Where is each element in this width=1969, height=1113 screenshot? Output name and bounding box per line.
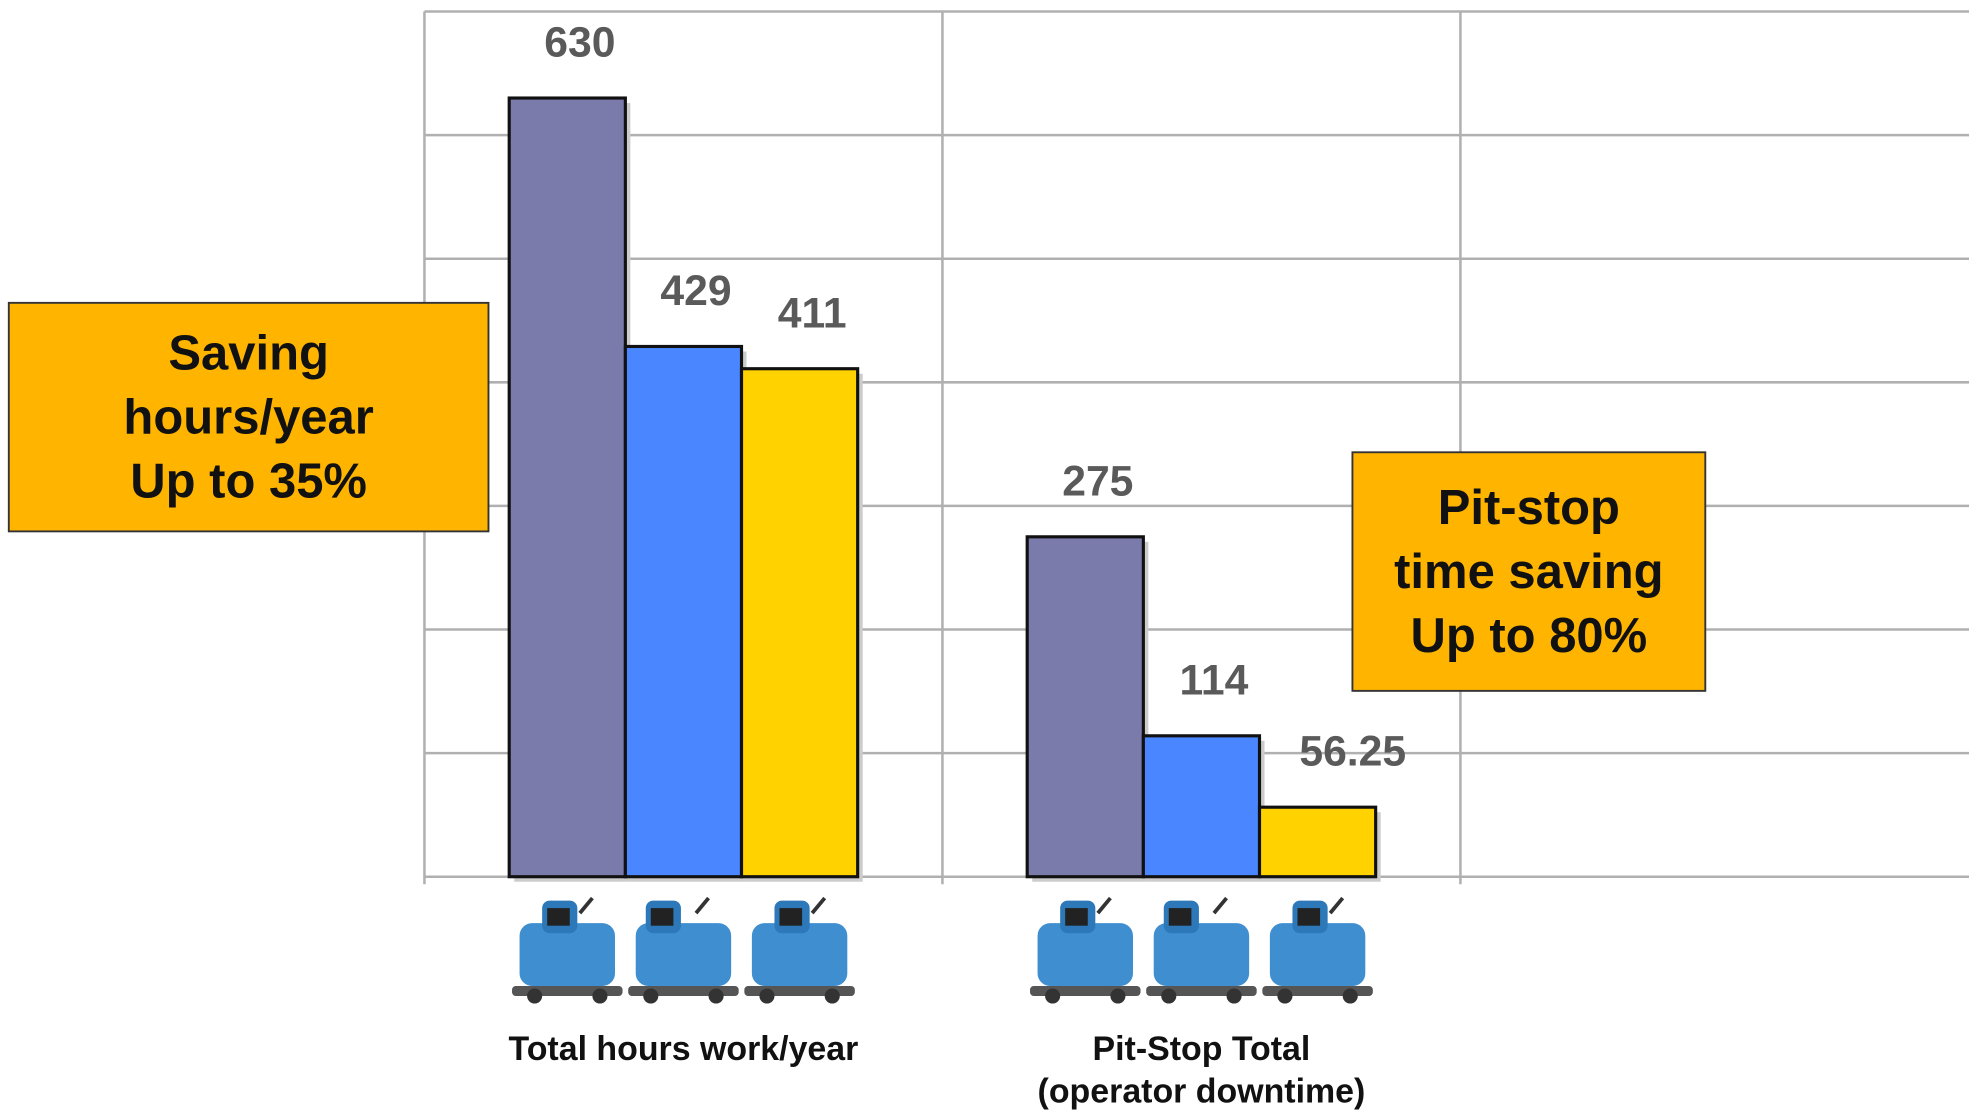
annotation-text-box: Pit-stop time saving Up to 80% xyxy=(1394,480,1664,663)
value-label: 275 xyxy=(1062,457,1133,505)
annotation-text: Saving hours/year Up to 35% xyxy=(123,326,374,509)
icon-seat-dark xyxy=(1168,908,1192,926)
icon-wheel xyxy=(694,896,710,915)
bar xyxy=(739,367,860,879)
icon-body xyxy=(519,923,615,986)
icon-seat-dark xyxy=(779,908,803,926)
machine-icon xyxy=(1146,896,1257,1004)
annotation-box xyxy=(1351,451,1707,692)
icon-wheel xyxy=(810,896,827,915)
bar xyxy=(1257,805,1378,879)
icon-tire xyxy=(1045,988,1061,1004)
icon-wheel xyxy=(1096,896,1112,915)
annotation-box xyxy=(7,301,490,533)
icon-tire xyxy=(1342,988,1358,1004)
icon-body xyxy=(1037,923,1133,986)
x-label-box: Pit-Stop Total (operator downtime) xyxy=(1037,1029,1366,1111)
icon-tire xyxy=(643,988,659,1004)
icon-tire xyxy=(824,988,840,1004)
x-tick-label: Pit-Stop Total (operator downtime) xyxy=(1037,1029,1366,1111)
value-label: 429 xyxy=(660,267,731,315)
icon-body xyxy=(751,923,848,986)
machine-icon xyxy=(1030,896,1141,1004)
machine-icon xyxy=(1262,896,1373,1004)
icon-tire xyxy=(527,988,543,1004)
icon-tire xyxy=(592,988,608,1004)
icon-seat-dark xyxy=(1065,908,1088,926)
value-label: 114 xyxy=(1180,656,1249,704)
x-label-box: Total hours work/year xyxy=(508,1029,859,1068)
machine-icon xyxy=(744,896,855,1004)
annotation-text: Pit-stop time saving Up to 80% xyxy=(1394,480,1664,663)
icon-body xyxy=(1269,923,1366,986)
icon-tire xyxy=(1110,988,1126,1004)
value-label: 630 xyxy=(544,19,615,67)
icon-seat-dark xyxy=(547,908,570,926)
icon-tire xyxy=(759,988,775,1004)
machine-icon xyxy=(512,896,623,1004)
machine-icon xyxy=(628,896,739,1004)
bar xyxy=(1025,535,1145,879)
icon-body xyxy=(1153,923,1250,986)
value-label: 56.25 xyxy=(1299,728,1406,776)
bar xyxy=(623,344,744,879)
icon-tire xyxy=(1226,988,1242,1004)
icon-body xyxy=(635,923,732,986)
x-tick-label: Total hours work/year xyxy=(508,1029,859,1068)
icon-seat-dark xyxy=(650,908,674,926)
icon-wheel xyxy=(1212,896,1228,915)
icon-tire xyxy=(1277,988,1293,1004)
bar xyxy=(1141,734,1262,879)
icon-tire xyxy=(1161,988,1177,1004)
icon-wheel xyxy=(1328,896,1345,915)
icon-wheel xyxy=(578,896,594,915)
value-label: 411 xyxy=(778,289,847,337)
icon-seat-dark xyxy=(1297,908,1321,926)
annotation-text-box: Saving hours/year Up to 35% xyxy=(123,326,374,509)
bar xyxy=(507,96,627,879)
icon-tire xyxy=(708,988,724,1004)
